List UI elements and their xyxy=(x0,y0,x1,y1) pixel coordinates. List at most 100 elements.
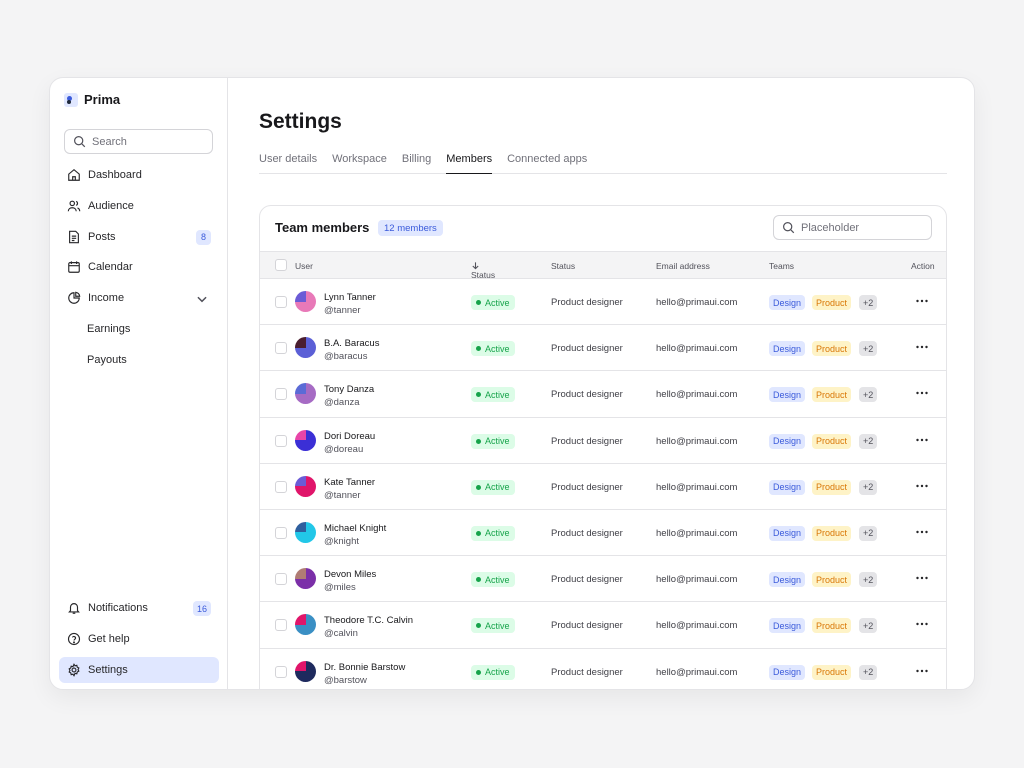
team-badge-more[interactable]: +2 xyxy=(859,525,878,541)
chevron-down-icon[interactable] xyxy=(195,292,209,306)
team-badge-more[interactable]: +2 xyxy=(859,618,878,634)
row-checkbox[interactable] xyxy=(275,480,287,493)
team-badge-more[interactable]: +2 xyxy=(859,479,878,495)
avatar-segment xyxy=(295,532,316,543)
avatar-segment xyxy=(295,347,316,359)
avatar xyxy=(295,568,316,590)
team-badge-more[interactable]: +2 xyxy=(859,664,878,680)
status-badge: Active xyxy=(471,664,515,680)
sidebar-item-payouts[interactable]: Payouts xyxy=(59,347,219,373)
sidebar-item-notifications[interactable]: Notifications 16 xyxy=(59,595,219,621)
status-badge: Active xyxy=(471,295,515,310)
tab-members[interactable]: Members xyxy=(446,152,493,174)
team-badge-product: Product xyxy=(812,387,852,403)
tab-connected-apps[interactable]: Connected apps xyxy=(507,153,588,165)
column-header-status-sortable[interactable]: Status xyxy=(471,261,495,280)
more-actions-icon[interactable] xyxy=(915,340,929,354)
more-actions-icon[interactable] xyxy=(915,664,929,678)
team-badge-more[interactable]: +2 xyxy=(859,295,878,310)
sidebar-item-label: Audience xyxy=(88,199,134,212)
avatar-segment xyxy=(305,568,316,579)
table-row[interactable]: Dori Doreau @doreau Active Product desig… xyxy=(260,418,946,464)
avatar-segment xyxy=(295,440,316,451)
more-actions-icon[interactable] xyxy=(915,433,929,447)
team-badge-more[interactable]: +2 xyxy=(859,387,878,403)
sidebar-search-input[interactable]: Search xyxy=(64,129,213,154)
status-badge: Active xyxy=(471,341,515,357)
avatar xyxy=(295,660,316,682)
table-row[interactable]: Kate Tanner @tanner Active Product desig… xyxy=(260,464,946,510)
member-name: B.A. Baracus xyxy=(324,338,380,350)
sidebar-item-label: Dashboard xyxy=(88,169,142,181)
team-badge-design: Design xyxy=(769,618,806,634)
row-checkbox[interactable] xyxy=(275,526,287,539)
row-checkbox[interactable] xyxy=(275,434,287,447)
team-badge-more[interactable]: +2 xyxy=(859,341,878,357)
brand[interactable]: Prima xyxy=(64,92,120,107)
member-email: hello@primaui.com xyxy=(656,574,738,586)
member-handle: @barstow xyxy=(324,674,367,686)
team-badge-design: Design xyxy=(769,664,806,680)
row-checkbox[interactable] xyxy=(275,342,287,355)
avatar-segment xyxy=(295,568,306,579)
sidebar-item-earnings[interactable]: Earnings xyxy=(59,316,219,342)
avatar-segment xyxy=(295,383,306,394)
sidebar-item-get-help[interactable]: Get help xyxy=(59,626,219,652)
table-header: User Status Status Email address Teams A… xyxy=(260,251,946,280)
avatar-segment xyxy=(295,475,306,487)
select-all-checkbox[interactable] xyxy=(275,259,287,271)
members-count-badge: 12 members xyxy=(378,220,443,236)
member-handle: @danza xyxy=(324,397,360,409)
avatar-segment xyxy=(305,475,316,487)
team-badge-product: Product xyxy=(812,618,852,634)
row-checkbox[interactable] xyxy=(275,619,287,632)
more-actions-icon[interactable] xyxy=(915,571,929,585)
sidebar-item-calendar[interactable]: Calendar xyxy=(59,254,219,280)
team-badge-design: Design xyxy=(769,572,806,588)
column-header-teams: Teams xyxy=(769,261,795,271)
prima-logo-icon xyxy=(64,92,78,107)
member-name: Lynn Tanner xyxy=(324,292,376,303)
column-header-user: User xyxy=(295,261,313,271)
avatar-segment xyxy=(295,429,306,441)
team-badge-more[interactable]: +2 xyxy=(859,572,878,588)
member-handle: @knight xyxy=(324,535,359,547)
home-icon xyxy=(68,169,80,181)
table-row[interactable]: Dr. Bonnie Barstow @barstow Active Produ… xyxy=(260,649,946,690)
member-handle: @miles xyxy=(324,582,356,594)
sidebar-item-dashboard[interactable]: Dashboard xyxy=(59,162,219,188)
avatar-segment xyxy=(295,486,316,497)
calendar-icon xyxy=(68,261,80,274)
tab-billing[interactable]: Billing xyxy=(401,153,432,165)
tab-user-details[interactable]: User details xyxy=(259,153,318,165)
table-row[interactable]: Michael Knight @knight Active Product de… xyxy=(260,510,946,557)
table-row[interactable]: B.A. Baracus @baracus Active Product des… xyxy=(260,325,946,372)
sidebar-item-posts[interactable]: Posts 8 xyxy=(59,224,219,250)
table-row[interactable]: Tony Danza @danza Active Product designe… xyxy=(260,371,946,418)
more-actions-icon[interactable] xyxy=(915,386,929,400)
document-icon xyxy=(69,230,79,243)
table-row[interactable]: Lynn Tanner @tanner Active Product desig… xyxy=(260,279,946,326)
member-email: hello@primaui.com xyxy=(656,389,738,401)
member-search-input[interactable]: Placeholder xyxy=(773,215,932,240)
avatar-segment xyxy=(295,624,316,636)
more-actions-icon[interactable] xyxy=(915,617,929,631)
main-content: Settings User details Workspace Billing … xyxy=(228,78,974,689)
more-actions-icon[interactable] xyxy=(915,525,929,539)
table-row[interactable]: Theodore T.C. Calvin @calvin Active Prod… xyxy=(260,602,946,649)
team-badge-more[interactable]: +2 xyxy=(859,433,878,449)
settings-tabs: User details Workspace Billing Members C… xyxy=(259,152,947,174)
sidebar-item-income[interactable]: Income xyxy=(59,285,219,311)
member-handle: @tanner xyxy=(324,305,361,316)
tab-workspace[interactable]: Workspace xyxy=(332,153,387,165)
row-checkbox[interactable] xyxy=(275,388,287,401)
row-checkbox[interactable] xyxy=(275,573,287,586)
table-row[interactable]: Devon Miles @miles Active Product design… xyxy=(260,556,946,603)
more-actions-icon[interactable] xyxy=(915,479,929,493)
sidebar-item-settings[interactable]: Settings xyxy=(59,656,219,683)
row-checkbox[interactable] xyxy=(275,296,287,308)
more-actions-icon[interactable] xyxy=(915,294,929,308)
avatar-segment xyxy=(295,521,306,533)
sidebar-item-audience[interactable]: Audience xyxy=(59,193,219,219)
row-checkbox[interactable] xyxy=(275,665,287,678)
